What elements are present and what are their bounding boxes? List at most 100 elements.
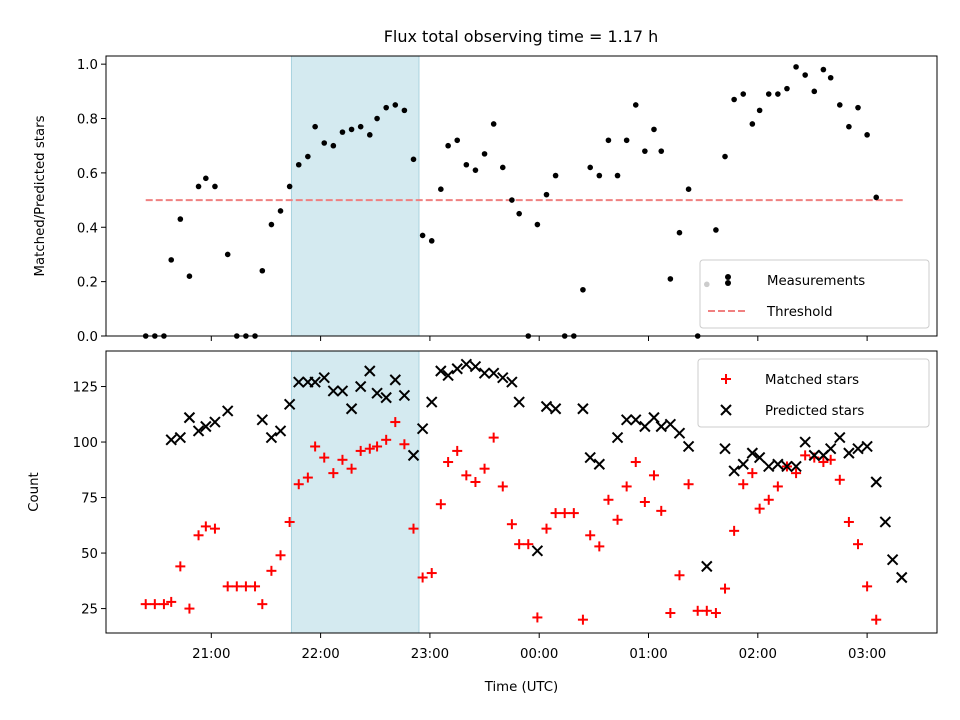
bottom-y-ticks: 25 50 75 100 125 [73, 381, 106, 618]
predicted-star-point [221, 405, 234, 417]
measurement-point [268, 221, 275, 228]
measurement-point [534, 221, 541, 228]
x-tick-label: 21:00 [192, 647, 230, 662]
matched-star-point [701, 605, 712, 616]
matched-star-point [818, 457, 829, 468]
matched-star-point [200, 521, 211, 532]
y-tick-label: 75 [81, 492, 98, 507]
measurement-point [463, 161, 470, 168]
measurement-point [784, 85, 790, 92]
measurement-point [286, 183, 293, 190]
matched-star-point [532, 612, 543, 623]
predicted-star-point [746, 447, 759, 459]
measurement-point [224, 251, 231, 258]
matched-star-point [523, 539, 534, 550]
predicted-star-point [265, 431, 278, 444]
matched-star-point [355, 445, 366, 456]
measurement-point [749, 121, 756, 127]
predicted-star-point [790, 460, 802, 473]
matched-star-point [372, 441, 383, 452]
matched-star-point [231, 581, 242, 592]
matched-star-point [656, 505, 667, 516]
measurement-point [596, 172, 603, 179]
legend-label: Threshold [766, 305, 833, 320]
measurement-point [685, 186, 692, 193]
matched-star-point [871, 614, 882, 625]
matched-star-point [319, 452, 330, 463]
predicted-star-point [834, 431, 846, 444]
matched-star-point [417, 572, 428, 583]
measurement-point [357, 123, 364, 130]
measurement-point [212, 183, 218, 190]
predicted-star-point [192, 425, 205, 437]
measurement-point [516, 210, 522, 217]
legend-dot-marker [725, 280, 731, 286]
matched-star-point [506, 519, 517, 530]
matched-star-point [158, 599, 169, 610]
y-tick-label: 0.4 [77, 221, 98, 236]
predicted-star-point [407, 449, 420, 462]
predicted-star-point [737, 458, 749, 470]
measurement-point [186, 273, 193, 279]
predicted-star-point [364, 365, 376, 377]
legend-dot-marker [725, 274, 731, 280]
bottom-y-axis-label: Count [27, 472, 42, 512]
measurement-point [552, 172, 559, 179]
measurement-points [142, 64, 880, 339]
measurement-point [277, 208, 284, 214]
predicted-star-point [416, 423, 429, 435]
matched-star-point [293, 479, 304, 490]
measurement-point [366, 132, 373, 138]
measurement-point [775, 91, 781, 97]
predicted-star-point [701, 560, 713, 573]
measurement-point [392, 102, 399, 108]
matched-star-point [630, 457, 641, 468]
predicted-star-point [487, 367, 500, 379]
measurement-point [667, 276, 674, 282]
predicted-star-point [380, 391, 392, 404]
measurement-point [713, 227, 719, 233]
matched-star-point [149, 599, 160, 610]
measurement-point [330, 142, 337, 149]
matched-star-point [639, 496, 650, 507]
predicted-star-point [256, 414, 269, 426]
matched-star-point [184, 603, 195, 614]
predicted-star-point [283, 398, 296, 410]
matched-star-point [346, 463, 357, 474]
bottom-panel-frame [105, 350, 938, 634]
matched-star-point [193, 530, 204, 541]
predicted-star-point [682, 440, 695, 453]
matched-star-point [257, 599, 268, 610]
measurement-point [438, 186, 444, 193]
matched-star-point [577, 614, 588, 625]
predicted-star-point [506, 376, 518, 388]
matched-star-point [408, 523, 419, 534]
x-tick-label: 22:00 [301, 647, 339, 662]
matched-star-point [800, 450, 811, 461]
predicted-star-point [620, 414, 633, 426]
y-tick-label: 0.8 [77, 113, 98, 128]
predicted-star-point [577, 403, 589, 415]
predicted-star-point [451, 363, 463, 375]
chart-title: Flux total observing time = 1.17 h [384, 27, 659, 46]
legend-item: Measurements [725, 274, 865, 289]
predicted-star-point [318, 371, 330, 384]
predicted-star-point [309, 376, 321, 388]
predicted-star-point [655, 420, 667, 433]
measurement-point [731, 96, 737, 103]
predicted-star-point [327, 385, 340, 397]
predicted-star-point [772, 458, 784, 470]
top-legend-items: Measurements Threshold [708, 274, 865, 320]
measurement-point [836, 102, 843, 108]
matched-star-point [266, 565, 277, 576]
matched-star-point [250, 581, 261, 592]
matched-star-point [390, 417, 401, 428]
measurement-point [864, 132, 870, 138]
predicted-star-point [781, 460, 793, 473]
predicted-star-point [398, 389, 411, 402]
matched-star-point [426, 568, 437, 579]
predicted-star-point [469, 360, 482, 373]
matched-star-point [692, 605, 703, 616]
predicted-star-point [549, 403, 562, 415]
matched-star-point [585, 530, 596, 541]
